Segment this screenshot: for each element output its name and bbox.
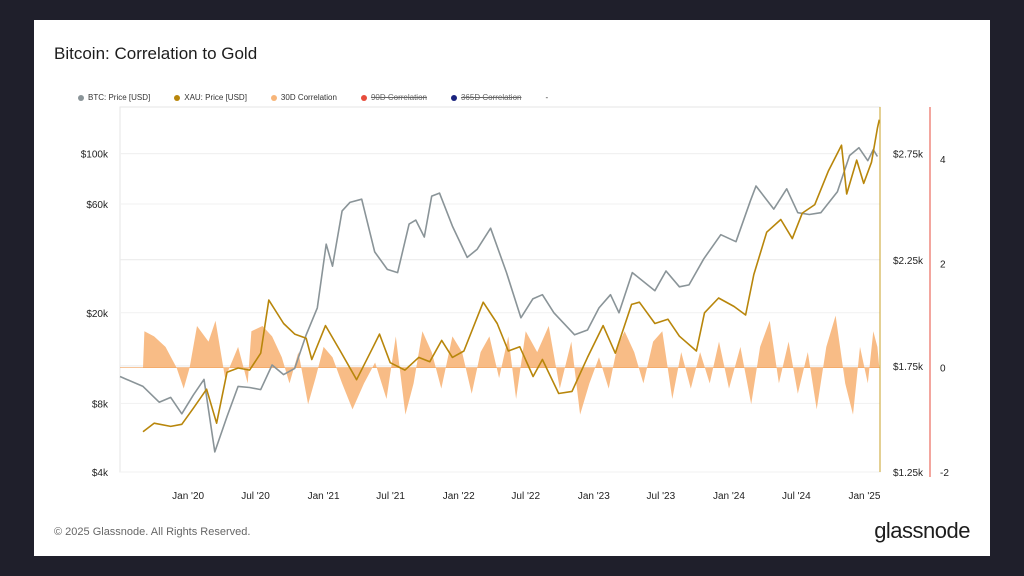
legend-dot-90d-correlation	[360, 94, 367, 101]
y-right-correlation-tick-label-1: 0	[940, 364, 946, 375]
series-30d-correlation-area	[142, 315, 880, 415]
legend-dot-30d-correlation	[270, 94, 277, 101]
y-right-price-tick-label-2: $2.25k	[893, 256, 924, 267]
copyright-footer: © 2025 Glassnode. All Rights Reserved.	[54, 526, 251, 538]
series-xau-price-line	[142, 119, 881, 433]
x-tick-label-4: Jan '22	[443, 491, 475, 502]
glassnode-logo: glassnode	[874, 518, 970, 543]
chart-card: Bitcoin: Correlation to Gold BTC: Price …	[34, 20, 990, 556]
x-tick-label-6: Jan '23	[578, 491, 610, 502]
y-left-tick-label-0: $4k	[92, 468, 109, 479]
y-right-correlation-tick-label-3: 4	[940, 155, 946, 166]
chart-title: Bitcoin: Correlation to Gold	[54, 44, 258, 63]
y-left-tick-label-3: $60k	[86, 200, 109, 211]
legend-item-30d-correlation[interactable]: 30D Correlation	[270, 93, 337, 102]
x-tick-label-1: Jul '20	[241, 491, 270, 502]
y-right-correlation-tick-label-2: 2	[940, 259, 946, 270]
x-tick-label-2: Jan '21	[308, 491, 340, 502]
y-right-price-tick-label-1: $1.75k	[893, 362, 924, 373]
legend-item-xau-price[interactable]: XAU: Price [USD]	[174, 93, 247, 102]
legend-label-90d-correlation: 90D Correlation	[370, 93, 427, 102]
legend-item-btc-price[interactable]: BTC: Price [USD]	[78, 93, 150, 102]
legend-label-xau-price: XAU: Price [USD]	[184, 93, 247, 102]
x-tick-label-10: Jan '25	[848, 491, 880, 502]
legend-item-365d-correlation[interactable]: 365D Correlation	[450, 93, 522, 102]
x-tick-label-7: Jul '23	[647, 491, 676, 502]
x-tick-label-0: Jan '20	[172, 491, 204, 502]
x-tick-label-9: Jul '24	[782, 491, 811, 502]
legend-trailing-dash: -	[545, 93, 549, 102]
series-btc-price-line	[119, 146, 879, 453]
chart-legend: BTC: Price [USD] XAU: Price [USD] 30D Co…	[78, 93, 572, 102]
x-tick-label-3: Jul '21	[376, 491, 405, 502]
plot-area-frame	[119, 106, 881, 473]
legend-label-365d-correlation: 365D Correlation	[460, 93, 522, 102]
y-left-tick-label-4: $100k	[81, 150, 109, 161]
legend-dot-xau-price	[174, 94, 181, 101]
chart-svg: $4k $8k $20k $60k $100k $1.25k $1.75k $2.25k $2.…	[81, 106, 949, 502]
legend-item-90d-correlation[interactable]: 90D Correlation	[360, 93, 427, 102]
y-right-price-tick-label-3: $2.75k	[893, 150, 924, 161]
y-right-correlation-tick-label-0: -2	[940, 468, 949, 479]
x-tick-label-8: Jan '24	[713, 491, 745, 502]
y-left-tick-label-2: $20k	[86, 309, 109, 320]
legend-label-30d-correlation: 30D Correlation	[280, 93, 337, 102]
x-tick-label-5: Jul '22	[511, 491, 540, 502]
y-left-tick-label-1: $8k	[92, 399, 109, 410]
y-right-price-tick-label-0: $1.25k	[893, 468, 924, 479]
legend-label-btc-price: BTC: Price [USD]	[88, 93, 151, 102]
legend-dot-365d-correlation	[450, 94, 457, 101]
legend-dot-btc-price	[78, 94, 84, 101]
